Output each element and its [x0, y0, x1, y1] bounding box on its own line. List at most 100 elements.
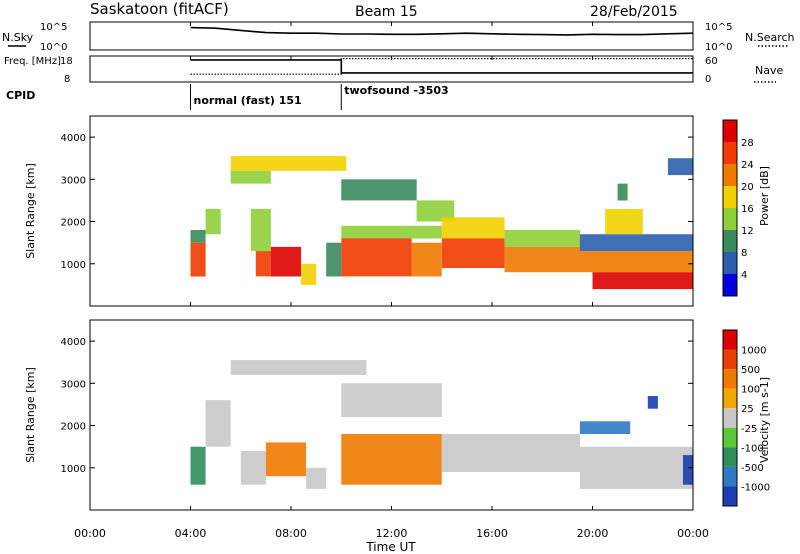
power-cell: [190, 242, 206, 277]
power-colorbar-swatch: [723, 274, 737, 296]
velocity-colorbar-tick: 100: [741, 385, 760, 396]
power-cell: [441, 217, 505, 239]
velocity-panel: Slant Range [km] 4000 3000 2000 1000 1000 50…: [24, 319, 771, 511]
xtick-label: 08:00: [275, 527, 307, 540]
power-colorbar-swatch: [723, 120, 737, 142]
power-colorbar-swatch: [723, 252, 737, 274]
power-cell: [504, 230, 580, 247]
power-cell: [504, 246, 580, 273]
power-panel: Slant Range [km] 4000 3000 2000 1000 28 24 20…: [24, 115, 771, 307]
velocity-cell: [341, 434, 442, 485]
power-cell: [441, 238, 505, 268]
velocity-cell: [341, 383, 442, 418]
velocity-colorbar-tick: -1000: [741, 482, 770, 493]
power-cell: [341, 238, 412, 277]
power-ytick-label: 3000: [61, 175, 86, 186]
velocity-cell: [190, 446, 206, 485]
power-cell: [605, 208, 643, 235]
power-ytick-label: 2000: [61, 218, 86, 229]
velocity-colorbar-tick: -500: [741, 463, 764, 474]
velocity-cell: [579, 446, 693, 489]
nsearch-tick-top: 10^5: [705, 22, 732, 33]
power-cell: [250, 208, 271, 252]
power-cell: [205, 208, 221, 235]
power-cell: [667, 158, 693, 176]
cpid-panel: CPID normal (fast) 151 twofsound -3503: [6, 84, 449, 110]
power-colorbar-frame: [722, 119, 738, 297]
velocity-colorbar-swatch: [723, 388, 737, 409]
velocity-colorbar-swatch: [723, 427, 737, 448]
power-cell: [230, 156, 347, 171]
cpid-segment-label: normal (fast) 151: [194, 94, 302, 107]
power-ytick-label: 1000: [61, 260, 86, 271]
velocity-colorbar-tick: 25: [741, 404, 754, 415]
power-cell: [190, 230, 206, 243]
power-cell: [416, 200, 455, 222]
power-cell: [592, 272, 693, 290]
xtick-label: 04:00: [175, 527, 207, 540]
nsky-tick-top: 10^5: [40, 22, 67, 33]
velocity-colorbar-tick: -100: [741, 443, 764, 454]
freq-label: Freq. [MHz]: [4, 56, 61, 67]
velocity-colorbar-swatch: [723, 447, 737, 467]
velocity-cell: [579, 421, 631, 434]
power-cell: [617, 183, 628, 201]
nsearch-tick-bottom: 10^0: [705, 42, 732, 53]
power-colorbar-tick: 24: [741, 160, 754, 171]
power-cell: [341, 225, 442, 239]
nave-label: Nave: [755, 64, 783, 77]
power-colorbar-swatch: [723, 208, 737, 230]
velocity-cell: [647, 396, 658, 409]
velocity-colorbar-tick: 500: [741, 365, 760, 376]
power-colorbar-tick: 28: [741, 138, 754, 149]
nave-tick-top: 60: [705, 56, 718, 67]
power-ytick-label: 4000: [61, 133, 86, 144]
power-cell: [326, 242, 342, 277]
power-cell: [270, 246, 302, 277]
power-cell: [230, 170, 271, 184]
xtick-label: 20:00: [577, 527, 609, 540]
velocity-colorbar-swatch: [723, 466, 737, 487]
power-colorbar-tick: 4: [741, 270, 747, 281]
velocity-cell: [441, 434, 580, 472]
nsky-panel: N.Sky 10^5 10^0 N.Search 10^5 10^0: [2, 21, 795, 53]
velocity-colorbar-swatch: [723, 486, 737, 506]
velocity-colorbar-tick: -25: [741, 424, 757, 435]
freq-panel: Freq. [MHz] 18 8 Nave 60 0: [4, 55, 783, 85]
nsky-label: N.Sky: [2, 31, 34, 44]
velocity-cell: [230, 360, 367, 375]
velocity-cell: [205, 400, 231, 447]
velocity-colorbar-tick: 1000: [741, 346, 766, 357]
power-colorbar-swatch: [723, 142, 737, 164]
nave-tick-bottom: 0: [705, 74, 711, 85]
date-label: 28/Feb/2015: [590, 4, 678, 20]
power-ylabel: Slant Range [km]: [24, 163, 37, 259]
freq-tick-bottom: 8: [64, 74, 70, 85]
velocity-cell: [240, 450, 266, 485]
velocity-ylabel: Slant Range [km]: [24, 367, 37, 463]
power-colorbar-swatch: [723, 186, 737, 208]
power-colorbar-tick: 20: [741, 182, 754, 193]
power-colorbar-tick: 8: [741, 248, 747, 259]
power-colorbar-tick: 16: [741, 204, 754, 215]
velocity-colorbar-swatch: [723, 369, 737, 389]
velocity-ytick-label: 4000: [61, 337, 86, 348]
velocity-colorbar-swatch: [723, 349, 737, 370]
xtick-label: 16:00: [476, 527, 508, 540]
velocity-ytick-label: 2000: [61, 422, 86, 433]
xtick-label: 12:00: [376, 527, 408, 540]
freq-tick-top: 18: [60, 56, 73, 67]
power-cell: [255, 251, 271, 277]
power-colorbar-label: Power [dB]: [758, 166, 771, 226]
power-colorbar-swatch: [723, 230, 737, 252]
velocity-ytick-label: 3000: [61, 379, 86, 390]
freq-label-line: Freq. [MHz]: [4, 56, 61, 67]
velocity-colorbar-frame: [722, 329, 738, 507]
xtick-label: 00:00: [74, 527, 106, 540]
beam-label: Beam 15: [355, 4, 418, 20]
velocity-ytick-label: 1000: [61, 464, 86, 475]
site-title: Saskatoon (fitACF): [90, 0, 229, 18]
nsky-frame: [89, 21, 694, 51]
power-cell: [411, 242, 442, 277]
